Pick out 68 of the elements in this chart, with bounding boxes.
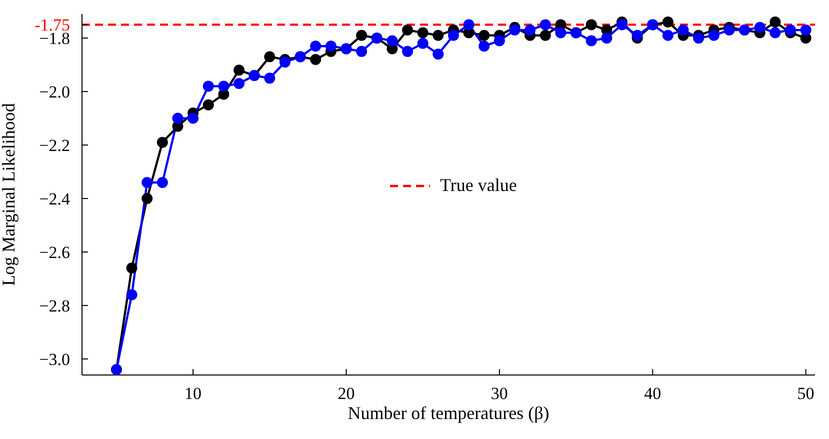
x-tick-label: 10 [184, 384, 202, 403]
y-tick-label: −3.0 [39, 350, 70, 369]
point [693, 32, 704, 44]
point [800, 24, 812, 36]
y-tick-label: −2.4 [39, 190, 70, 209]
point [310, 54, 322, 65]
point [356, 30, 368, 41]
point [417, 38, 428, 49]
point [234, 78, 245, 90]
x-tick-label: 30 [490, 384, 508, 403]
point [494, 35, 505, 46]
point [432, 30, 444, 41]
point [463, 19, 474, 30]
y-tick-label: −2.0 [39, 82, 70, 102]
point [264, 51, 276, 62]
y-tick-label: −2.2 [39, 136, 70, 156]
point [708, 30, 720, 41]
point [586, 35, 597, 46]
point [770, 27, 781, 38]
y-tick-label: −2.6 [39, 242, 70, 262]
point [417, 27, 428, 38]
point [188, 112, 199, 124]
point [402, 24, 414, 36]
point [356, 46, 368, 57]
point [218, 80, 230, 92]
point [386, 35, 398, 46]
point [524, 24, 536, 36]
point [662, 30, 674, 41]
point [770, 16, 781, 28]
point [448, 30, 459, 41]
point [616, 19, 628, 30]
point [156, 136, 168, 148]
point [784, 24, 796, 36]
x-tick-label: 40 [644, 384, 662, 403]
point [432, 48, 444, 60]
point [142, 176, 153, 188]
legend-label: True value [440, 175, 517, 196]
point [172, 112, 184, 124]
point [754, 22, 766, 33]
x-tick-label: 50 [797, 384, 814, 403]
point [555, 27, 566, 38]
point [540, 30, 551, 41]
point [310, 40, 322, 52]
point [142, 193, 153, 204]
point [234, 64, 245, 76]
point [509, 24, 520, 36]
y-axis-title: Log Marginal Likelihood [0, 103, 18, 286]
point [724, 24, 735, 36]
point [126, 262, 138, 274]
point [156, 176, 168, 188]
point [202, 80, 214, 92]
point [678, 24, 689, 36]
y-tick-label: −2.8 [39, 296, 70, 316]
point [478, 40, 490, 52]
point [632, 30, 643, 41]
point [202, 99, 214, 110]
point [279, 56, 290, 68]
x-tick-label: 20 [338, 384, 355, 403]
point [402, 46, 414, 57]
x-axis-title: Number of temperatures (β) [348, 403, 550, 423]
point [325, 40, 336, 52]
point [478, 30, 490, 41]
point [126, 289, 138, 300]
point [662, 16, 674, 28]
point [586, 19, 597, 30]
point [264, 72, 276, 84]
point [540, 19, 551, 30]
point [601, 32, 612, 44]
